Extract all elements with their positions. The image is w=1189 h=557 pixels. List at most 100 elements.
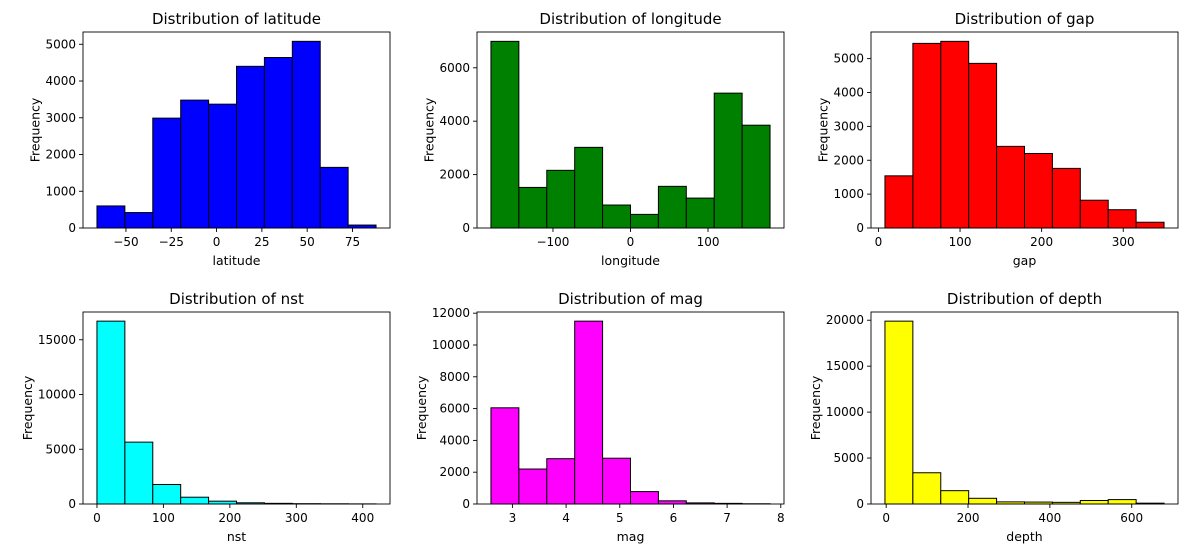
y-tick-label: 1000 <box>833 187 864 201</box>
histogram-bar <box>546 458 576 505</box>
x-tick-label: 3 <box>509 511 517 525</box>
histogram-bar <box>1079 199 1109 229</box>
histogram-bar <box>741 124 771 229</box>
y-tick-label: 2000 <box>439 168 470 182</box>
histogram-bar <box>263 57 293 229</box>
histogram-panel-latitude: −50 −25 0 25 50 75 0 1000 2000 3000 4000 5000 Distri… <box>27 10 391 268</box>
histogram-bar <box>319 166 349 229</box>
x-tick-label: 50 <box>300 235 315 249</box>
histogram-panel-depth: 0 200 400 600 0 5000 10000 15000 20000 Distributi… <box>808 290 1179 544</box>
histogram-bar <box>968 62 998 229</box>
histogram-bar <box>124 441 154 505</box>
chart-title: Distribution of gap <box>955 10 1095 28</box>
histogram-bar <box>490 40 520 229</box>
histogram-bar <box>208 103 238 229</box>
x-tick-label: 0 <box>213 235 221 249</box>
histogram-panel-nst: 0 100 200 300 400 0 5000 10000 15000 Distribution… <box>20 290 391 544</box>
y-tick-label: 2000 <box>833 153 864 167</box>
x-tick-label: 7 <box>723 511 731 525</box>
histogram-bar <box>657 500 687 505</box>
histogram-bar <box>1135 221 1165 229</box>
histogram-bar <box>291 40 321 229</box>
x-tick-label: 300 <box>1112 235 1135 249</box>
histogram-bar <box>180 496 210 505</box>
x-tick-label: 75 <box>345 235 360 249</box>
histogram-bar <box>236 65 265 229</box>
y-tick-label: 0 <box>462 221 470 235</box>
x-tick-label: −100 <box>536 235 569 249</box>
histogram-bar <box>1107 499 1137 505</box>
y-axis-label: Frequency <box>20 375 35 440</box>
y-tick-label: 0 <box>462 497 470 511</box>
chart-title: Distribution of nst <box>169 290 304 308</box>
x-tick-label: 400 <box>1038 511 1061 525</box>
y-tick-label: 5000 <box>833 451 864 465</box>
y-tick-label: 2000 <box>45 148 76 162</box>
y-tick-label: 6000 <box>439 61 470 75</box>
histogram-bar <box>884 175 914 229</box>
y-tick-label: 10000 <box>826 405 864 419</box>
y-tick-label: 6000 <box>439 402 470 416</box>
x-tick-label: 4 <box>562 511 570 525</box>
y-tick-label: 0 <box>68 497 76 511</box>
histogram-bar <box>657 185 687 229</box>
x-axis-label: mag <box>617 529 645 544</box>
y-tick-label: 0 <box>856 221 864 235</box>
y-tick-label: 3000 <box>833 119 864 133</box>
axes-frame <box>870 31 1179 229</box>
histogram-bar <box>124 212 154 229</box>
axes-frame <box>82 31 391 229</box>
y-tick-label: 15000 <box>826 359 864 373</box>
axes-frame <box>870 311 1179 505</box>
histogram-bar <box>602 204 631 229</box>
y-tick-label: 0 <box>68 221 76 235</box>
y-tick-label: 2000 <box>439 465 470 479</box>
histogram-bar <box>1079 500 1109 505</box>
chart-title: Distribution of longitude <box>539 10 721 28</box>
histogram-bar <box>180 99 210 229</box>
histogram-panel-gap: 0 100 200 300010002000300040005000Distribut… <box>815 10 1179 268</box>
y-tick-label: 15000 <box>38 333 76 347</box>
x-tick-label: 8 <box>777 511 785 525</box>
histogram-bar <box>518 468 548 505</box>
y-tick-label: 4000 <box>439 114 470 128</box>
histogram-bar <box>630 491 659 505</box>
histogram-bar <box>940 40 970 229</box>
histogram-bar <box>912 472 942 505</box>
x-tick-label: 200 <box>218 511 241 525</box>
x-tick-label: 0 <box>627 235 635 249</box>
x-tick-label: 600 <box>1120 511 1143 525</box>
chart-title: Distribution of depth <box>947 290 1102 308</box>
y-tick-label: 10000 <box>432 338 470 352</box>
y-tick-label: 4000 <box>833 86 864 100</box>
y-axis-label: Frequency <box>421 97 436 162</box>
axes-frame <box>476 311 785 505</box>
x-axis-label: nst <box>227 529 246 544</box>
x-tick-label: 100 <box>949 235 972 249</box>
y-tick-label: 4000 <box>439 433 470 447</box>
y-tick-label: 20000 <box>826 313 864 327</box>
x-tick-label: 6 <box>670 511 678 525</box>
histogram-bar <box>912 42 942 229</box>
histogram-bar <box>685 197 715 229</box>
y-axis-label: Frequency <box>808 375 823 440</box>
histogram-bar <box>1107 209 1137 229</box>
histogram-bar <box>1051 167 1081 229</box>
chart-title: Distribution of mag <box>558 290 703 308</box>
histogram-bar <box>630 213 659 229</box>
histogram-bar <box>1024 152 1053 229</box>
histogram-bar <box>940 490 970 505</box>
histogram-bar <box>602 457 631 505</box>
histogram-bar <box>518 186 548 229</box>
chart-title: Distribution of latitude <box>152 10 321 28</box>
y-tick-label: 1000 <box>45 184 76 198</box>
y-tick-label: 10000 <box>38 388 76 402</box>
y-tick-label: 12000 <box>432 306 470 320</box>
x-tick-label: 200 <box>957 511 980 525</box>
histogram-bar <box>152 484 182 505</box>
y-tick-label: 5000 <box>45 37 76 51</box>
x-tick-label: 25 <box>254 235 269 249</box>
x-tick-label: 100 <box>152 511 175 525</box>
